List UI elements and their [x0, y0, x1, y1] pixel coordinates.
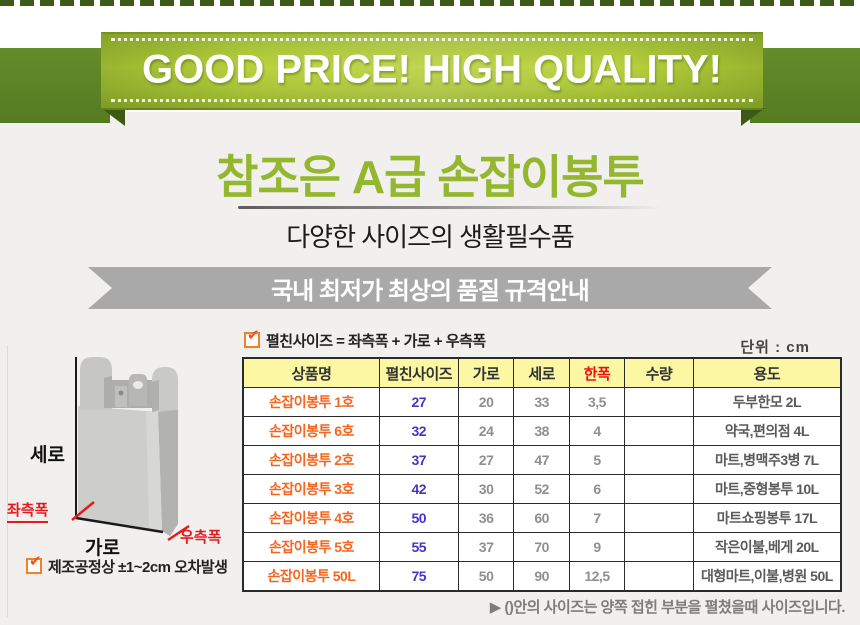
- col-header-qty: 수량: [624, 357, 694, 388]
- bag-illustration: [71, 357, 190, 542]
- banner-dotted-line-bottom: [111, 99, 753, 102]
- open-size: 75: [378, 561, 459, 592]
- height-value: 90: [513, 561, 570, 592]
- product-name: 손잡이봉투 1호: [242, 387, 380, 417]
- width-value: 30: [457, 474, 515, 504]
- open-size: 55: [378, 532, 459, 562]
- product-name: 손잡이봉투 6호: [242, 416, 380, 446]
- height-value: 70: [513, 532, 570, 562]
- side-width-value: 9: [568, 532, 626, 562]
- open-size: 27: [378, 387, 459, 417]
- banner-dotted-line-top: [111, 38, 753, 41]
- spec-table: 상품명 펼친사이즈 가로 세로 한폭 수량 용도 손잡이봉투 1호 27 20 …: [242, 357, 842, 592]
- use-value: 대형마트,이불,병원 50L: [692, 561, 842, 592]
- table-row: 손잡이봉투 2호 37 27 47 5 마트,병맥주3병 7L: [242, 445, 842, 475]
- use-value: 두부한모 2L: [692, 387, 842, 417]
- width-value: 20: [457, 387, 515, 417]
- height-label: 세로: [30, 445, 65, 466]
- height-value: 38: [513, 416, 570, 446]
- table-row: 손잡이봉투 6호 32 24 38 4 약국,편의점 4L: [242, 416, 842, 446]
- qty-value: [624, 387, 694, 417]
- footnote: ▶ ()안의 사이즈는 양쪽 접힌 부분을 펼쳤을때 사이즈입니다.: [489, 599, 846, 616]
- table-row: 손잡이봉투 3호 42 30 52 6 마트,중형봉투 10L: [242, 474, 842, 504]
- col-header-height: 세로: [513, 357, 570, 388]
- side-width-value: 12,5: [568, 561, 626, 592]
- col-header-use: 용도: [692, 357, 842, 388]
- checkbox-icon: [26, 552, 42, 574]
- width-label: 가로: [85, 538, 120, 559]
- open-size: 37: [378, 445, 459, 475]
- quality-ribbon-text: 국내 최저가 최상의 품질 규격안내: [271, 277, 589, 305]
- qty-value: [624, 561, 694, 592]
- product-name: 손잡이봉투 5호: [242, 532, 380, 562]
- side-width-value: 5: [568, 445, 626, 475]
- banner-slogan: GOOD PRICE! HIGH QUALITY!: [142, 47, 722, 92]
- side-width-value: 4: [568, 416, 626, 446]
- width-value: 24: [457, 416, 515, 446]
- qty-value: [624, 416, 694, 446]
- height-value: 60: [513, 503, 570, 533]
- product-name: 손잡이봉투 50L: [242, 561, 380, 592]
- tolerance-note: 제조공정상 ±1~2cm 오차발생: [26, 552, 228, 577]
- tolerance-note-text: 제조공정상 ±1~2cm 오차발생: [48, 559, 228, 576]
- title-divider: [238, 206, 662, 209]
- table-header-row: 상품명 펼친사이즈 가로 세로 한폭 수량 용도: [242, 357, 842, 388]
- top-dashed-border: [0, 0, 860, 6]
- use-value: 마트쇼핑봉투 17L: [692, 503, 842, 533]
- open-size: 42: [378, 474, 459, 504]
- left-edge-divider: [7, 345, 8, 617]
- width-value: 37: [457, 532, 515, 562]
- bag-diagram: 세로 좌측폭 가로 우측폭 제조공정상 ±1~2cm 오차발생: [0, 340, 240, 590]
- side-width-value: 7: [568, 503, 626, 533]
- page-title: 참조은 A급 손잡이봉투: [216, 151, 645, 203]
- use-value: 마트,병맥주3병 7L: [692, 445, 842, 475]
- use-value: 작은이불,베게 20L: [692, 532, 842, 562]
- page-subtitle: 다양한 사이즈의 생활필수품: [286, 222, 575, 252]
- right-width-label: 우측폭: [180, 529, 222, 546]
- open-size: 50: [378, 503, 459, 533]
- open-size: 32: [378, 416, 459, 446]
- product-name: 손잡이봉투 2호: [242, 445, 380, 475]
- use-value: 마트,중형봉투 10L: [692, 474, 842, 504]
- col-header-side-width: 한폭: [568, 357, 626, 388]
- product-name: 손잡이봉투 4호: [242, 503, 380, 533]
- product-name: 손잡이봉투 3호: [242, 474, 380, 504]
- use-value: 약국,편의점 4L: [692, 416, 842, 446]
- side-width-value: 3,5: [568, 387, 626, 417]
- height-value: 33: [513, 387, 570, 417]
- ribbon-tail-left: [0, 48, 110, 123]
- col-header-open-size: 펼친사이즈: [378, 357, 459, 388]
- height-value: 52: [513, 474, 570, 504]
- checkbox-icon: [244, 326, 260, 348]
- left-width-label: 좌측폭: [7, 499, 49, 523]
- ribbon-tail-right: [750, 48, 860, 123]
- unit-label: 단위 : cm: [740, 339, 810, 356]
- width-value: 50: [457, 561, 515, 592]
- qty-value: [624, 503, 694, 533]
- table-row: 손잡이봉투 1호 27 20 33 3,5 두부한모 2L: [242, 387, 842, 417]
- width-value: 36: [457, 503, 515, 533]
- table-row: 손잡이봉투 50L 75 50 90 12,5 대형마트,이불,병원 50L: [242, 561, 842, 592]
- width-value: 27: [457, 445, 515, 475]
- side-width-value: 6: [568, 474, 626, 504]
- table-row: 손잡이봉투 5호 55 37 70 9 작은이불,베게 20L: [242, 532, 842, 562]
- qty-value: [624, 532, 694, 562]
- size-formula-note: 펼친사이즈 = 좌측폭 + 가로 + 우측폭: [244, 326, 486, 351]
- quality-ribbon: 국내 최저가 최상의 품질 규격안내: [88, 267, 772, 309]
- height-value: 47: [513, 445, 570, 475]
- table-row: 손잡이봉투 4호 50 36 60 7 마트쇼핑봉투 17L: [242, 503, 842, 533]
- top-banner-ribbon: GOOD PRICE! HIGH QUALITY!: [101, 32, 763, 110]
- qty-value: [624, 445, 694, 475]
- col-header-width: 가로: [457, 357, 515, 388]
- size-formula-text: 펼친사이즈 = 좌측폭 + 가로 + 우측폭: [266, 333, 486, 350]
- col-header-product: 상품명: [242, 357, 380, 388]
- qty-value: [624, 474, 694, 504]
